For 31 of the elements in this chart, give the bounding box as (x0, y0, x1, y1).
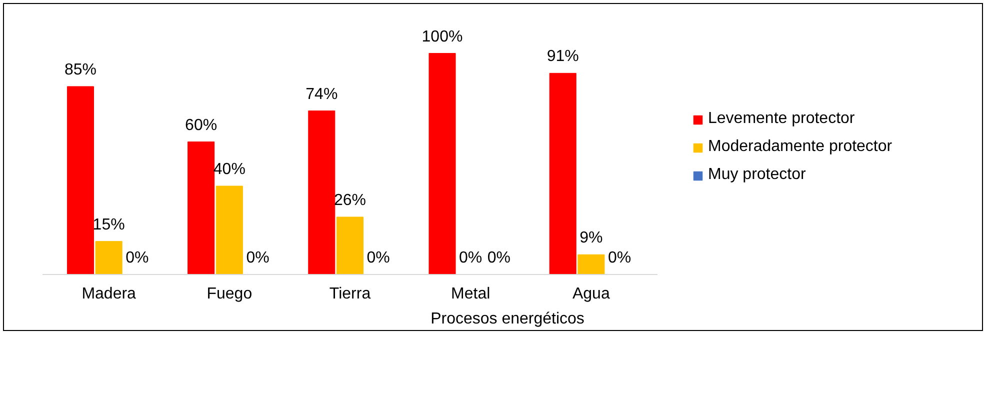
bar (578, 254, 605, 274)
bar (336, 216, 364, 274)
data-label: 15% (92, 216, 125, 234)
bar (428, 53, 456, 274)
bar (549, 72, 576, 274)
data-label: 0% (487, 250, 510, 266)
legend-label: Levemente protector (708, 110, 855, 128)
data-label: 0% (366, 250, 390, 266)
legend-label: Muy protector (708, 166, 806, 184)
data-label: 74% (306, 86, 338, 103)
data-label: 0% (459, 250, 482, 266)
data-label: 0% (608, 250, 632, 266)
legend-label: Moderadamente protector (708, 138, 892, 156)
x-tick-label: Fuego (206, 286, 252, 302)
bar (188, 142, 215, 274)
data-label: 9% (580, 230, 603, 247)
x-tick-label: Agua (572, 286, 610, 302)
bar (95, 241, 122, 274)
data-label: 0% (246, 250, 270, 266)
bar (308, 110, 336, 274)
x-tick-label: Tierra (329, 286, 371, 302)
x-tick-label: Metal (451, 286, 490, 302)
data-label: 85% (64, 61, 97, 78)
bar (66, 86, 94, 274)
data-label: 0% (126, 250, 149, 266)
data-label: 91% (546, 48, 579, 66)
data-label: 100% (422, 28, 463, 46)
data-label: 60% (185, 116, 218, 134)
x-tick-label: Madera (82, 286, 136, 302)
x-axis-title: Procesos energéticos (430, 310, 584, 328)
bar (216, 186, 243, 274)
